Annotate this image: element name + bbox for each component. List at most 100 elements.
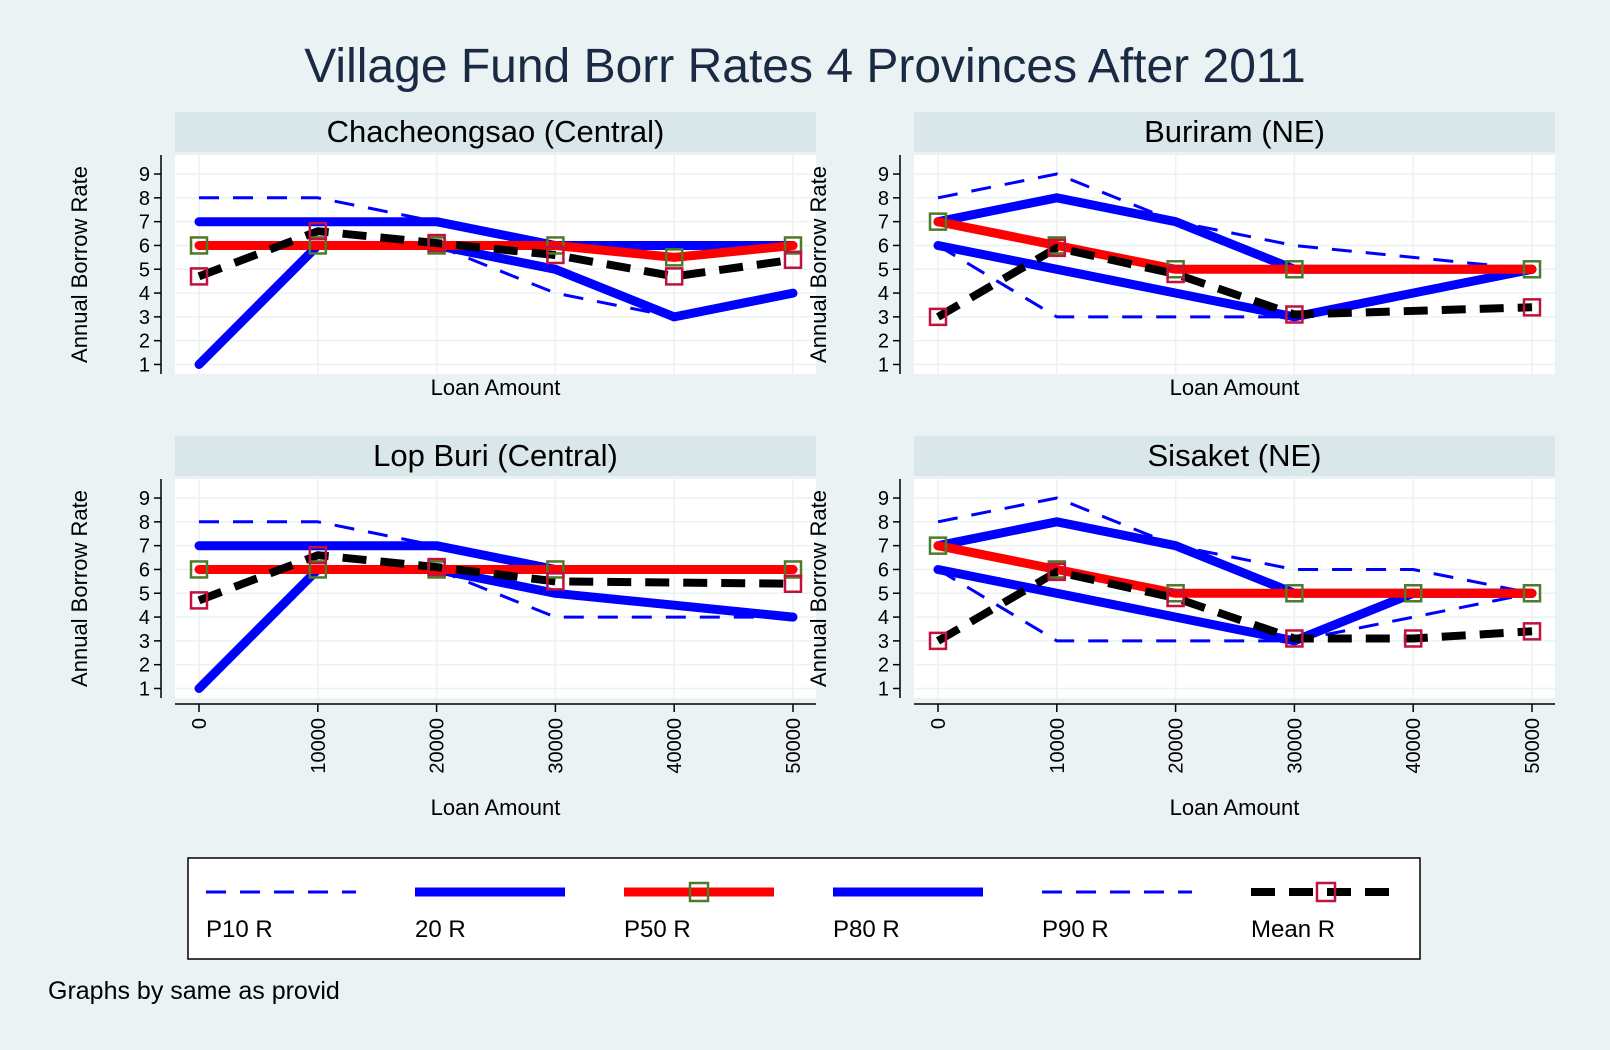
plot-area <box>175 155 816 374</box>
y-tick-label: 2 <box>878 331 889 353</box>
x-axis-label: Loan Amount <box>431 375 561 400</box>
y-tick-label: 1 <box>139 354 150 376</box>
y-tick-label: 1 <box>878 354 889 376</box>
data-point-p50 <box>783 236 803 255</box>
y-tick-label: 5 <box>878 583 889 605</box>
panel-header <box>175 436 816 476</box>
series-line-mean <box>197 227 794 281</box>
series-line-p20 <box>194 241 798 369</box>
data-point-mean <box>1047 562 1067 582</box>
series-line-p10 <box>937 244 1295 319</box>
y-axis-label: Annual Borrow Rate <box>67 166 92 363</box>
data-point-p50 <box>308 560 328 579</box>
y-tick-label: 6 <box>878 235 889 257</box>
data-point-mean <box>427 233 446 253</box>
y-tick-label: 8 <box>878 512 889 534</box>
y-tick-label: 3 <box>139 631 150 653</box>
legend-box <box>187 857 1421 960</box>
data-point-p50 <box>308 236 328 255</box>
data-point-p50 <box>1403 584 1423 603</box>
data-point-mean <box>308 545 328 565</box>
y-tick-label: 5 <box>878 259 889 281</box>
data-point-mean <box>189 267 209 286</box>
data-point-mean <box>928 307 948 327</box>
x-tick-label: 20000 <box>427 718 449 774</box>
data-point-p50 <box>1522 584 1542 603</box>
data-point-mean <box>783 250 803 269</box>
data-point-p50 <box>928 212 948 231</box>
data-point-p50 <box>1522 260 1542 279</box>
y-tick-label: 9 <box>139 488 150 510</box>
y-tick-label: 7 <box>139 212 150 234</box>
panel-header <box>175 112 816 152</box>
y-tick-label: 9 <box>139 164 150 186</box>
y-tick-label: 4 <box>139 283 150 305</box>
y-tick-label: 4 <box>878 607 889 629</box>
y-tick-label: 9 <box>878 488 889 510</box>
y-tick-label: 5 <box>139 259 150 281</box>
data-point-p50 <box>1285 584 1304 603</box>
y-tick-label: 6 <box>139 559 150 581</box>
series-line-p10 <box>937 568 1533 643</box>
data-point-p50 <box>1285 260 1304 279</box>
data-point-p50 <box>546 560 565 579</box>
y-axis-label: Annual Borrow Rate <box>67 490 92 687</box>
data-point-mean <box>308 221 328 241</box>
x-axis-label: Loan Amount <box>1170 795 1300 820</box>
data-point-p50 <box>546 236 565 255</box>
data-point-mean <box>546 245 565 265</box>
data-point-mean <box>546 572 565 591</box>
y-axis-label: Annual Borrow Rate <box>806 490 831 687</box>
panel-title: Sisaket (NE) <box>1148 438 1322 473</box>
y-tick-label: 1 <box>878 678 889 700</box>
y-tick-label: 8 <box>878 188 889 210</box>
y-tick-label: 2 <box>139 331 150 353</box>
data-point-mean <box>1166 588 1185 608</box>
panel-header <box>914 436 1555 476</box>
y-tick-label: 4 <box>139 607 150 629</box>
legend-marker-p50 <box>688 881 710 903</box>
data-point-p50 <box>783 560 803 579</box>
series-line-mean <box>935 567 1533 645</box>
x-tick-label: 40000 <box>664 718 686 774</box>
legend: P10 R 20 R P50 R P80 R P90 R Mean R <box>187 857 1421 960</box>
x-tick-label: 50000 <box>783 718 805 774</box>
x-tick-label: 10000 <box>308 718 330 774</box>
y-tick-label: 5 <box>139 583 150 605</box>
data-point-mean <box>1522 298 1542 317</box>
x-tick-label: 30000 <box>545 718 567 774</box>
x-tick-label: 30000 <box>1284 718 1306 774</box>
x-tick-label: 20000 <box>1166 718 1188 774</box>
series-line-mean <box>935 243 1533 321</box>
y-tick-label: 3 <box>139 307 150 329</box>
x-axis-label: Loan Amount <box>431 795 561 820</box>
y-tick-label: 2 <box>878 655 889 677</box>
data-point-p50 <box>664 248 684 267</box>
y-tick-label: 2 <box>139 655 150 677</box>
y-tick-label: 4 <box>878 283 889 305</box>
data-point-mean <box>427 557 446 577</box>
series-line-p50 <box>933 541 1537 598</box>
legend-label: P50 R <box>624 916 691 943</box>
series-line-mean <box>197 551 794 605</box>
data-point-mean <box>189 591 209 610</box>
y-tick-label: 3 <box>878 307 889 329</box>
legend-label: 20 R <box>415 916 466 943</box>
series-line-p80 <box>194 217 798 250</box>
panel-header <box>914 112 1555 152</box>
legend-label: Mean R <box>1251 916 1335 943</box>
plot-area <box>175 479 816 698</box>
x-tick-label: 0 <box>928 718 950 729</box>
series-line-p90 <box>937 496 1533 595</box>
legend-label: P10 R <box>206 916 273 943</box>
data-point-mean <box>1047 238 1067 258</box>
y-tick-label: 8 <box>139 188 150 210</box>
y-tick-label: 6 <box>139 235 150 257</box>
data-point-mean <box>783 574 803 593</box>
x-tick-label: 0 <box>189 718 211 729</box>
